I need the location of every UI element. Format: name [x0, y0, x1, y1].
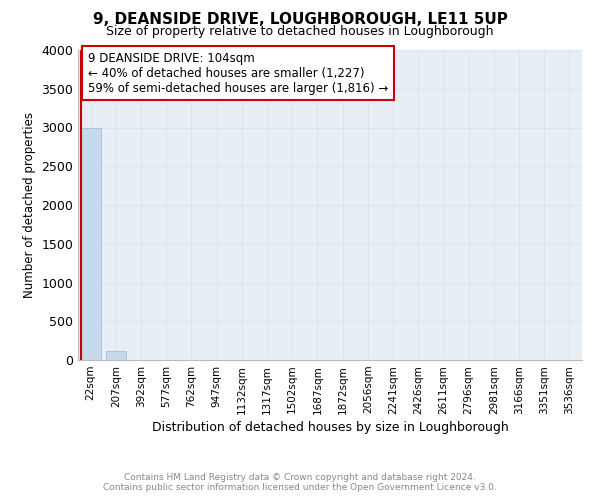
- Text: 9, DEANSIDE DRIVE, LOUGHBOROUGH, LE11 5UP: 9, DEANSIDE DRIVE, LOUGHBOROUGH, LE11 5U…: [92, 12, 508, 28]
- Text: Contains HM Land Registry data © Crown copyright and database right 2024.
Contai: Contains HM Land Registry data © Crown c…: [103, 473, 497, 492]
- Bar: [106, 350, 126, 360]
- Text: Size of property relative to detached houses in Loughborough: Size of property relative to detached ho…: [106, 25, 494, 38]
- Y-axis label: Number of detached properties: Number of detached properties: [23, 112, 36, 298]
- Text: 9 DEANSIDE DRIVE: 104sqm
← 40% of detached houses are smaller (1,227)
59% of sem: 9 DEANSIDE DRIVE: 104sqm ← 40% of detach…: [88, 52, 388, 94]
- X-axis label: Distribution of detached houses by size in Loughborough: Distribution of detached houses by size …: [152, 420, 508, 434]
- Bar: [80, 128, 101, 360]
